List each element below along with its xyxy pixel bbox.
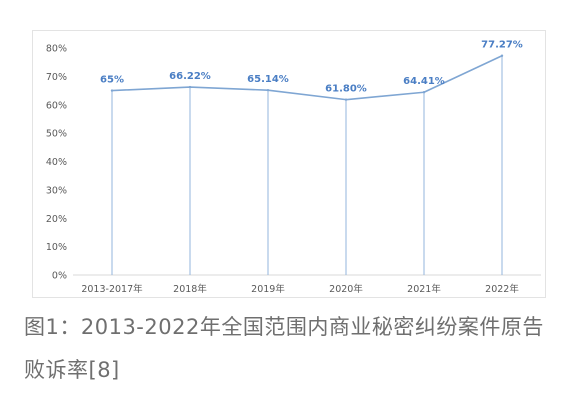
series-line xyxy=(111,55,503,101)
y-tick-label: 70% xyxy=(46,72,67,83)
x-tick-label: 2020年 xyxy=(329,283,363,295)
drop-lines xyxy=(111,55,503,275)
x-tick-label: 2022年 xyxy=(485,283,519,295)
y-tick-label: 10% xyxy=(46,242,67,253)
y-tick-label: 80% xyxy=(46,44,67,55)
y-tick-label: 0% xyxy=(52,271,67,282)
data-label: 65% xyxy=(100,75,124,86)
data-point xyxy=(266,88,270,92)
y-tick-label: 20% xyxy=(46,214,67,225)
data-point xyxy=(188,85,192,89)
data-point xyxy=(500,54,504,57)
y-tick-label: 30% xyxy=(46,185,67,196)
x-tick-label: 2021年 xyxy=(407,283,441,295)
series xyxy=(110,54,504,101)
y-axis: 0% 10% 20% 30% 40% 50% 60% 70% 80% xyxy=(46,44,67,282)
data-labels: 65% 66.22% 65.14% 61.80% 64.41% 77.27% xyxy=(100,40,523,95)
y-tick-label: 40% xyxy=(46,157,67,168)
data-point xyxy=(422,91,426,94)
data-label: 66.22% xyxy=(169,71,211,82)
data-label: 61.80% xyxy=(325,84,367,95)
x-tick-label: 2019年 xyxy=(251,283,285,295)
data-label: 77.27% xyxy=(481,40,523,51)
data-point xyxy=(110,89,114,92)
x-tick-label: 2018年 xyxy=(173,283,207,295)
figure-caption: 图1：2013-2022年全国范围内商业秘密纠纷案件原告败诉率[8] xyxy=(24,315,544,382)
x-axis: 2013-2017年 2018年 2019年 2020年 2021年 2022年 xyxy=(73,274,541,295)
x-tick-label: 2013-2017年 xyxy=(81,283,143,295)
data-label: 65.14% xyxy=(247,74,289,85)
chart-frame: 0% 10% 20% 30% 40% 50% 60% 70% 80% 2013-2017年 201… xyxy=(32,30,546,298)
data-point xyxy=(344,98,348,101)
line-chart: 0%10%20%30%40%50%60%70%80% 2013-2017年 201… xyxy=(46,40,541,295)
data-label: 64.41% xyxy=(403,76,445,87)
y-tick-label: 60% xyxy=(46,100,67,111)
y-tick-label: 50% xyxy=(46,129,67,140)
